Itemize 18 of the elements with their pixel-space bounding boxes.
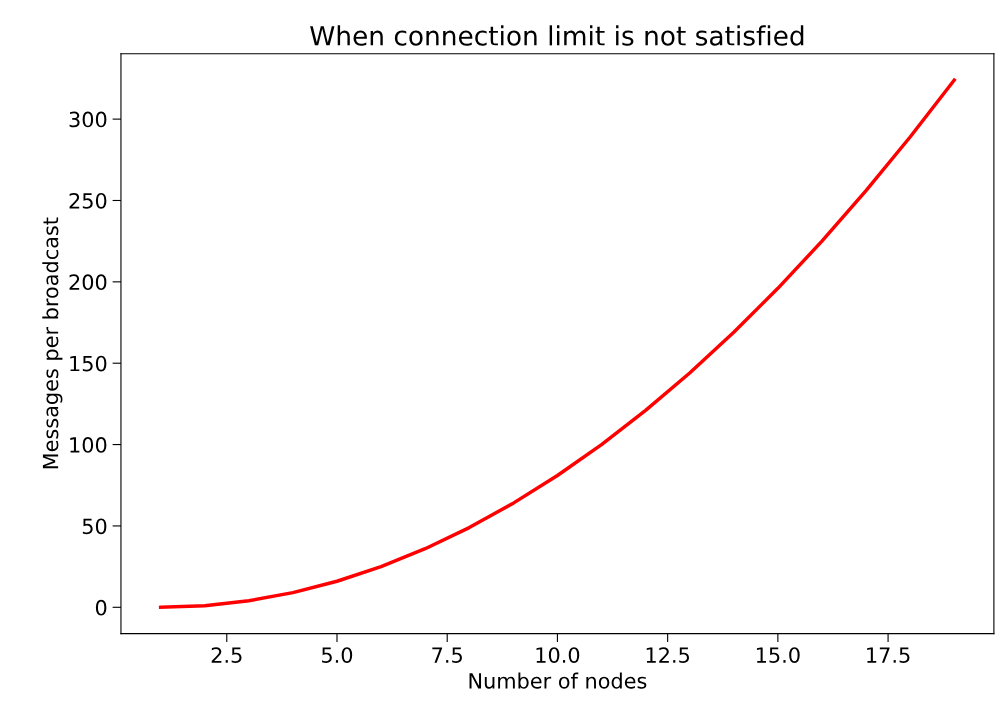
y-tick-label: 150 xyxy=(70,355,107,372)
y-tick-label: 100 xyxy=(70,437,107,453)
x-tick-label: 2.5 xyxy=(211,647,242,663)
x-tick-label: 7.5 xyxy=(432,647,462,663)
y-tick-label: 50 xyxy=(82,518,107,535)
y-tick-label: 250 xyxy=(69,192,107,209)
line-series xyxy=(158,78,956,610)
chart-title: When connection limit is not satisfied xyxy=(310,25,804,46)
y-tick-label: 200 xyxy=(69,274,107,291)
y-tick-label: 0 xyxy=(95,599,107,616)
x-tick-label: 10.0 xyxy=(536,647,580,663)
x-tick-label: 12.5 xyxy=(646,647,690,663)
x-tick-label: 17.5 xyxy=(867,647,910,663)
x-axis-title: Number of nodes xyxy=(469,672,647,689)
y-tick-label: 300 xyxy=(69,111,107,128)
x-tick-label: 5.0 xyxy=(322,647,353,663)
y-axis-title: Messages per broadcast xyxy=(42,217,63,469)
x-tick-label: 15.0 xyxy=(756,647,800,663)
